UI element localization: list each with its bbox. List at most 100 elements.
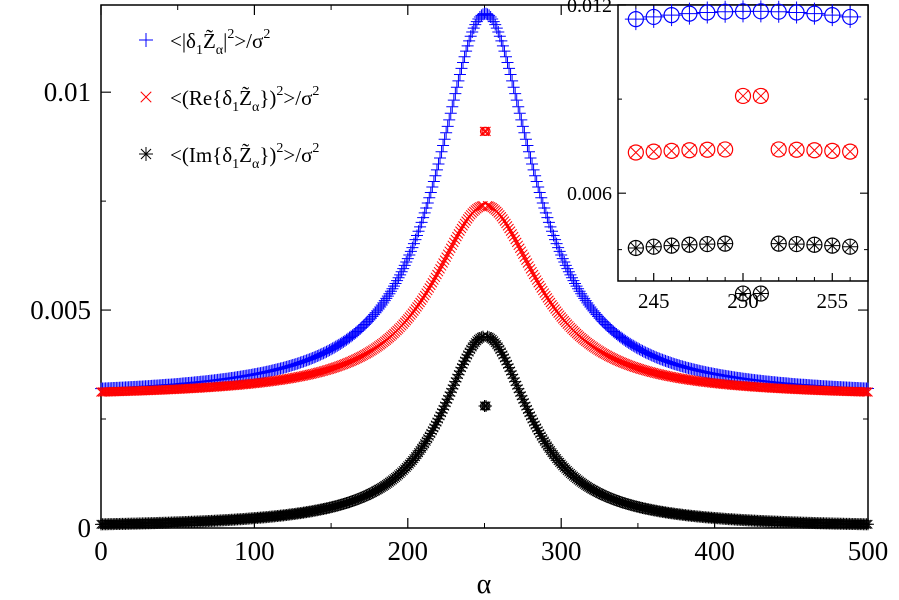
series-re-point <box>544 295 554 306</box>
series-re-point <box>510 234 521 245</box>
series-re-point <box>441 252 452 262</box>
series-abs-point <box>622 336 635 349</box>
series-re-point <box>858 386 869 397</box>
series-im-point <box>495 346 508 359</box>
series-abs-point <box>513 107 526 120</box>
series-re-point <box>505 226 516 236</box>
series-abs-point <box>613 330 626 343</box>
series-abs-point <box>332 338 345 351</box>
series-abs-point <box>661 355 674 368</box>
series-abs-point <box>519 133 532 146</box>
series-im-point <box>602 491 615 504</box>
inset-data-points <box>624 0 862 302</box>
series-re-point <box>863 387 873 397</box>
series-abs-point <box>522 145 535 158</box>
series-abs-point <box>496 39 509 52</box>
series-im-point <box>501 358 514 371</box>
series-im-point <box>418 437 431 450</box>
series-abs-point <box>443 113 456 126</box>
series-abs-point <box>457 56 470 69</box>
series-re-point <box>416 295 427 306</box>
series-im-point <box>480 399 493 412</box>
series-abs-point <box>618 333 631 346</box>
legend-label-im: <(Im{δ1Z̃α})2>/σ2 <box>170 141 319 172</box>
inset-re-circle <box>842 143 859 160</box>
series-abs-point <box>507 81 520 94</box>
series-im-point <box>595 488 608 501</box>
series-re-point <box>453 228 464 239</box>
series-abs-point <box>499 50 512 63</box>
inset-im-point <box>770 235 787 252</box>
series-abs-point <box>659 354 672 367</box>
series-abs-point <box>361 315 374 328</box>
series-abs-point <box>627 339 640 352</box>
series-re-point <box>450 234 461 245</box>
series-re-point <box>603 351 614 362</box>
series-abs-point <box>338 334 351 347</box>
series-abs-point <box>430 163 443 176</box>
series-abs-point <box>318 346 331 359</box>
series-im-point <box>453 365 466 378</box>
series-im-point <box>515 389 528 402</box>
series-re-point <box>542 293 553 303</box>
series-abs-point <box>556 252 569 265</box>
series-abs-point <box>306 351 319 364</box>
series-abs-point <box>625 338 638 351</box>
series-abs-point <box>518 126 531 139</box>
series-re-point <box>452 231 462 242</box>
series-abs-point <box>473 10 486 23</box>
series-abs-point <box>387 280 400 293</box>
series-abs-point <box>569 277 582 290</box>
inset-abs-point <box>660 4 683 27</box>
series-re-point <box>519 252 530 262</box>
series-abs-point <box>590 308 603 321</box>
series-im-point <box>513 386 526 399</box>
series-abs-point <box>539 206 552 219</box>
series-re-point <box>525 263 536 274</box>
series-abs-point <box>455 62 468 75</box>
series-abs-point <box>498 45 511 58</box>
series-im-point <box>518 396 531 409</box>
series-re-point <box>427 277 438 288</box>
series-abs-point <box>337 335 350 348</box>
inset-re-point <box>665 144 678 158</box>
series-abs-point <box>619 334 632 347</box>
series-abs-point <box>527 163 540 176</box>
inset-series-re <box>627 87 859 161</box>
series-abs-point <box>391 274 404 287</box>
series-im-point <box>466 340 479 353</box>
series-abs-point <box>503 62 516 75</box>
series-abs-point <box>432 157 445 170</box>
series-im-point <box>423 430 436 443</box>
series-im-point <box>421 432 434 445</box>
series-re-point <box>419 290 430 301</box>
inset-im-point <box>699 236 716 253</box>
series-abs-point <box>506 74 519 87</box>
series-abs-point <box>647 350 660 363</box>
series-abs-point <box>515 113 528 126</box>
series-abs-point <box>633 343 646 356</box>
inset-im-point <box>788 236 805 253</box>
series-im-point <box>432 413 445 426</box>
legend: <|δ1Z̃α|2>/σ2 <(Re{δ1Z̃α})2>/σ2 <(Im{δ1Z̃α… <box>139 27 319 172</box>
main-data-points <box>95 7 874 531</box>
series-abs-point <box>363 313 376 326</box>
series-im-point <box>420 435 433 448</box>
series-im-point <box>592 486 605 499</box>
series-re-point <box>459 218 470 229</box>
series-re-point <box>445 243 456 254</box>
legend-label-re: <(Re{δ1Z̃α})2>/σ2 <box>170 84 319 115</box>
series-re-point <box>355 352 366 362</box>
series-abs-point <box>642 347 655 360</box>
x-tick-label: 500 <box>848 536 889 566</box>
inset-re-point <box>683 143 696 157</box>
series-re-point <box>421 288 432 298</box>
series-abs-point <box>558 256 571 269</box>
series-abs-point <box>615 331 628 344</box>
series-abs-point <box>440 126 453 139</box>
series-re-point <box>481 126 491 137</box>
series-abs-point <box>400 256 413 269</box>
inset-re-circle <box>681 142 698 159</box>
series-abs-point <box>532 181 545 194</box>
